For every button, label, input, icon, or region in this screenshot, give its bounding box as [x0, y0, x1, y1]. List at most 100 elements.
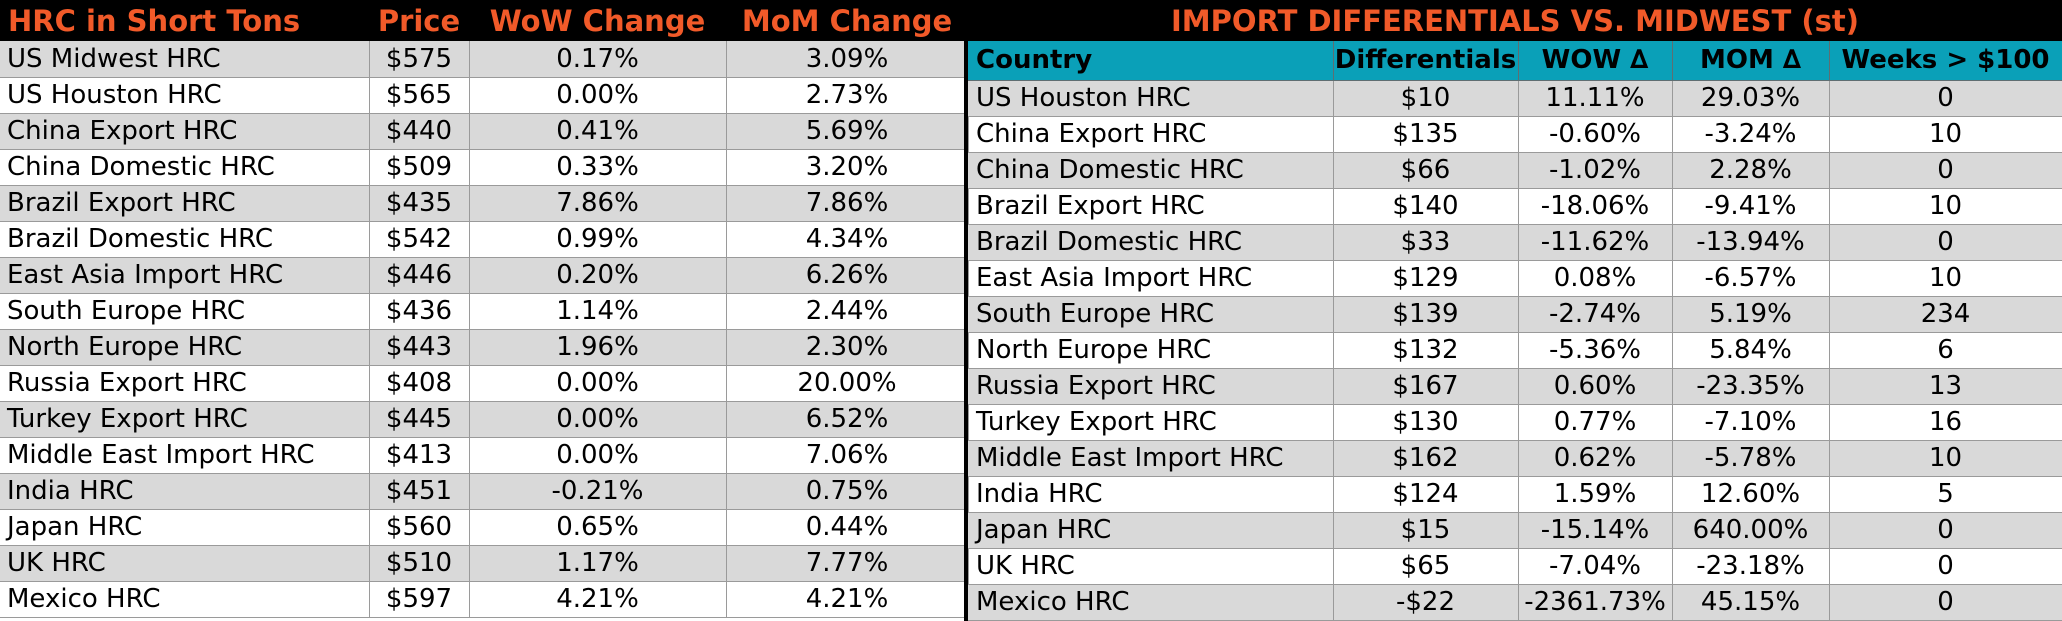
table-cell: Russia Export HRC [0, 365, 370, 402]
table-cell: UK HRC [0, 545, 370, 582]
table-cell: North Europe HRC [0, 329, 370, 366]
table-cell: $66 [1333, 152, 1519, 189]
table-cell: 5.19% [1672, 296, 1830, 333]
table-row: South Europe HRC $139 -2.74% 5.19% 234 [968, 296, 2062, 333]
table-cell: 10 [1829, 116, 2062, 153]
table-row: China Export HRC $440 0.41% 5.69% [0, 113, 969, 150]
table-row: East Asia Import HRC $446 0.20% 6.26% [0, 257, 969, 294]
table-cell: 0.77% [1518, 404, 1673, 441]
table-cell: 0 [1829, 584, 2062, 621]
table-cell: 5.69% [726, 113, 969, 150]
table-cell: 0.00% [469, 77, 727, 114]
table-cell: -0.60% [1518, 116, 1673, 153]
table-row: Brazil Domestic HRC $33 -11.62% -13.94% 0 [968, 224, 2062, 261]
table-cell: 0.00% [469, 401, 727, 438]
table-row: South Europe HRC $436 1.14% 2.44% [0, 293, 969, 330]
table-cell: 2.44% [726, 293, 969, 330]
table-cell: Brazil Export HRC [968, 188, 1334, 225]
table-cell: 0.65% [469, 509, 727, 546]
table-cell: China Export HRC [968, 116, 1334, 153]
table-cell: $408 [369, 365, 470, 402]
table-cell: -6.57% [1672, 260, 1830, 297]
table-row: Turkey Export HRC $130 0.77% -7.10% 16 [968, 404, 2062, 441]
table-cell: $130 [1333, 404, 1519, 441]
table-cell: 1.59% [1518, 476, 1673, 513]
table-cell: 4.34% [726, 221, 969, 258]
table-cell: -18.06% [1518, 188, 1673, 225]
table-cell: $140 [1333, 188, 1519, 225]
import-differentials-title: IMPORT DIFFERENTIALS VS. MIDWEST (st) [968, 0, 2062, 41]
table-cell: $135 [1333, 116, 1519, 153]
header-price: Price [369, 0, 469, 41]
table-cell: Middle East Import HRC [0, 437, 370, 474]
table-cell: 16 [1829, 404, 2062, 441]
table-cell: $10 [1333, 80, 1519, 117]
table-cell: Brazil Domestic HRC [0, 221, 370, 258]
table-cell: South Europe HRC [968, 296, 1334, 333]
table-cell: Mexico HRC [968, 584, 1334, 621]
table-row: North Europe HRC $132 -5.36% 5.84% 6 [968, 332, 2062, 369]
table-row: China Domestic HRC $66 -1.02% 2.28% 0 [968, 152, 2062, 189]
table-cell: -$22 [1333, 584, 1519, 621]
table-cell: 640.00% [1672, 512, 1830, 549]
header-hrc-short-tons: HRC in Short Tons [0, 0, 369, 41]
table-cell: 6.26% [726, 257, 969, 294]
table-cell: 0.33% [469, 149, 727, 186]
table-cell: $15 [1333, 512, 1519, 549]
table-cell: 6 [1829, 332, 2062, 369]
table-cell: $445 [369, 401, 470, 438]
table-cell: 10 [1829, 188, 2062, 225]
table-cell: $560 [369, 509, 470, 546]
table-row: Brazil Export HRC $140 -18.06% -9.41% 10 [968, 188, 2062, 225]
table-cell: 4.21% [469, 581, 727, 618]
table-cell: 1.96% [469, 329, 727, 366]
table-row: China Export HRC $135 -0.60% -3.24% 10 [968, 116, 2062, 153]
table-cell: Turkey Export HRC [968, 404, 1334, 441]
table-cell: 3.20% [726, 149, 969, 186]
table-cell: 0 [1829, 152, 2062, 189]
table-row: East Asia Import HRC $129 0.08% -6.57% 10 [968, 260, 2062, 297]
table-row: UK HRC $510 1.17% 7.77% [0, 545, 969, 582]
table-row: Mexico HRC -$22 -2361.73% 45.15% 0 [968, 584, 2062, 621]
table-cell: $565 [369, 77, 470, 114]
table-cell: US Houston HRC [0, 77, 370, 114]
table-cell: Brazil Domestic HRC [968, 224, 1334, 261]
header-mom-change: MoM Change [726, 0, 968, 41]
table-cell: $451 [369, 473, 470, 510]
table-cell: -7.04% [1518, 548, 1673, 585]
table-cell: 234 [1829, 296, 2062, 333]
table-cell: 29.03% [1672, 80, 1830, 117]
table-cell: $446 [369, 257, 470, 294]
table-row: Brazil Domestic HRC $542 0.99% 4.34% [0, 221, 969, 258]
table-cell: -2361.73% [1518, 584, 1673, 621]
table-row: Russia Export HRC $167 0.60% -23.35% 13 [968, 368, 2062, 405]
table-row: Middle East Import HRC $413 0.00% 7.06% [0, 437, 969, 474]
table-cell: 5.84% [1672, 332, 1830, 369]
table-cell: -23.18% [1672, 548, 1830, 585]
table-cell: Russia Export HRC [968, 368, 1334, 405]
table-cell: -5.78% [1672, 440, 1830, 477]
table-cell: 5 [1829, 476, 2062, 513]
table-cell: 12.60% [1672, 476, 1830, 513]
right-header-row: Country Differentials WOW ∆ MOM ∆ Weeks … [968, 41, 2062, 81]
table-cell: 0.17% [469, 41, 727, 78]
table-cell: East Asia Import HRC [968, 260, 1334, 297]
table-cell: East Asia Import HRC [0, 257, 370, 294]
table-cell: 0.00% [469, 437, 727, 474]
table-cell: -11.62% [1518, 224, 1673, 261]
table-cell: 13 [1829, 368, 2062, 405]
table-cell: China Domestic HRC [0, 149, 370, 186]
table-cell: $436 [369, 293, 470, 330]
table-cell: China Export HRC [0, 113, 370, 150]
header-mom-delta: MOM ∆ [1672, 41, 1830, 81]
table-cell: $440 [369, 113, 470, 150]
table-cell: $597 [369, 581, 470, 618]
table-cell: 45.15% [1672, 584, 1830, 621]
table-row: UK HRC $65 -7.04% -23.18% 0 [968, 548, 2062, 585]
table-cell: China Domestic HRC [968, 152, 1334, 189]
table-cell: 0.00% [469, 365, 727, 402]
table-cell: 0.62% [1518, 440, 1673, 477]
table-cell: $65 [1333, 548, 1519, 585]
table-cell: 0.60% [1518, 368, 1673, 405]
